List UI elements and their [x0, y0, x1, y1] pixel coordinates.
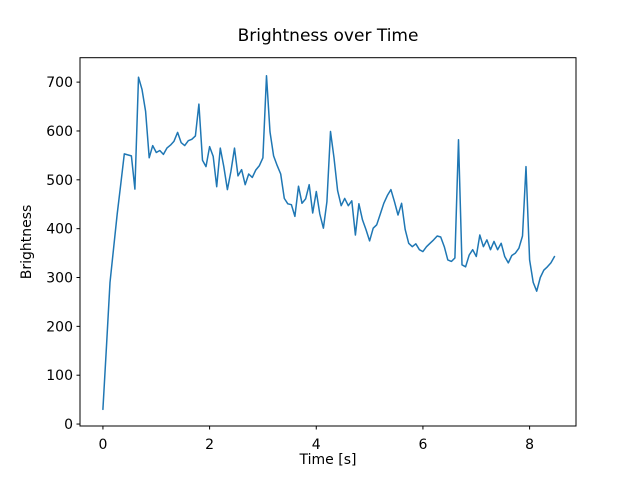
x-tick-label: 8 [525, 437, 534, 453]
plot-area [79, 57, 577, 427]
y-axis-label: Brightness [19, 205, 35, 280]
y-tick-label: 600 [46, 124, 73, 140]
y-tick-label: 100 [46, 368, 73, 384]
y-tick-label: 400 [46, 222, 73, 238]
chart-title: Brightness over Time [238, 26, 419, 46]
y-tick-label: 500 [46, 173, 73, 189]
x-tick-label: 0 [98, 437, 107, 453]
x-axis-label: Time [s] [299, 452, 357, 468]
x-tick-label: 2 [205, 437, 214, 453]
x-tick-label: 6 [418, 437, 427, 453]
y-tick-label: 700 [46, 75, 73, 91]
y-tick-label: 200 [46, 319, 73, 335]
y-tick-label: 300 [46, 271, 73, 287]
y-tick-label: 0 [64, 417, 73, 433]
x-axis-ticks: 0 2 4 6 8 [98, 426, 534, 453]
x-tick-label: 4 [312, 437, 321, 453]
y-axis-ticks: 0 100 200 300 400 500 600 700 [46, 75, 80, 433]
brightness-series-line [102, 75, 556, 411]
